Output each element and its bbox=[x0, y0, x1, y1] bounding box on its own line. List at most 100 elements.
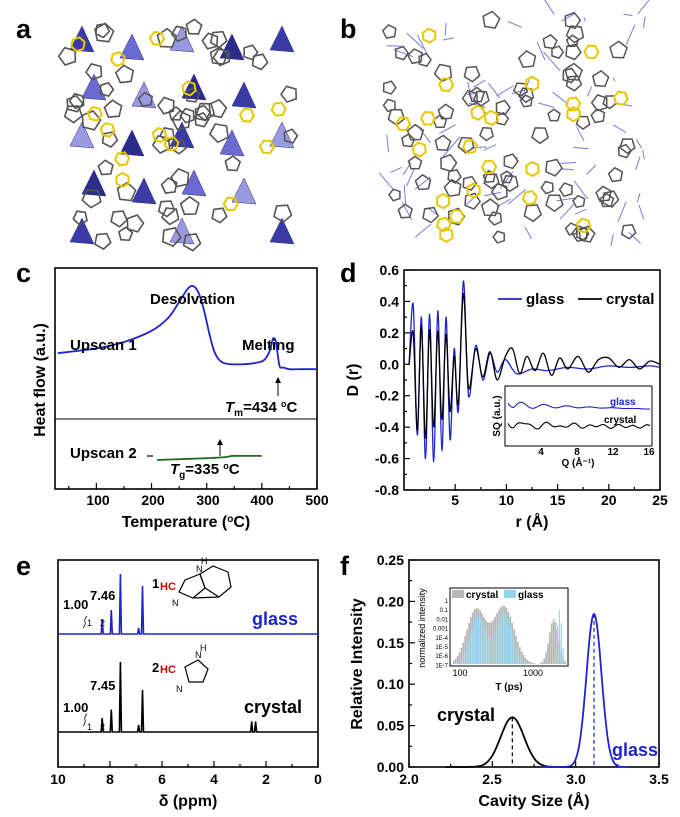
benzimidazolate-ring bbox=[462, 138, 479, 155]
chart-c: 100 200 300 400 500 Temperature (oC) Hea… bbox=[32, 267, 329, 531]
imidazolate-ring bbox=[602, 190, 620, 208]
imidazolate-ring bbox=[531, 127, 549, 145]
chart-d-xtick-labels: 5 10 15 20 25 bbox=[451, 492, 668, 508]
imidazole-nh: N bbox=[195, 650, 202, 660]
chart-f-inset-ytick-label: 1E-6 bbox=[435, 654, 448, 660]
imidazolate-ring bbox=[480, 198, 500, 217]
chart-f-inset-bar-glass bbox=[464, 652, 466, 664]
imidazolate-ring bbox=[565, 34, 580, 48]
zn-bond bbox=[507, 21, 523, 28]
zn-tetrahedron bbox=[219, 33, 245, 61]
zn-bond bbox=[466, 93, 475, 95]
chart-f-inset-bar-glass bbox=[504, 612, 506, 664]
chart-e-crystal-int2: 7.45 bbox=[90, 678, 115, 693]
chart-f-inset-bar-crystal bbox=[518, 646, 521, 664]
imidazolate-ring bbox=[161, 226, 182, 248]
zn-tetrahedron bbox=[269, 121, 295, 149]
panel-label-a: a bbox=[16, 14, 32, 44]
chart-e: 10 8 6 4 2 0 δ (ppm) glass crystal 7.46 … bbox=[50, 556, 322, 810]
chart-f-inset-bar-glass bbox=[557, 625, 559, 664]
chart-f-inset-bar-glass bbox=[517, 653, 519, 664]
chart-f-ytick-label: 0.10 bbox=[377, 676, 404, 692]
benzimidazolate-ring bbox=[566, 106, 581, 123]
benzimidazolate-ring bbox=[521, 189, 538, 206]
benzimidazole-nh: N bbox=[196, 564, 203, 574]
zn-bond bbox=[635, 156, 641, 170]
chart-f-inset-bar-crystal bbox=[547, 643, 549, 664]
chart-f-ylabel: Relative Intensity bbox=[349, 598, 366, 730]
zn-bond bbox=[414, 223, 432, 238]
imidazolate-ring bbox=[224, 155, 242, 172]
chart-f-inset-legend-glass: glass bbox=[518, 590, 544, 601]
chart-f-inset-bar-crystal bbox=[552, 619, 555, 664]
imidazolate-ring bbox=[595, 185, 612, 202]
zn-bond bbox=[586, 86, 593, 97]
chart-f-inset-legend-crystal-swatch bbox=[452, 590, 464, 598]
zn-tetrahedron bbox=[231, 177, 257, 205]
imidazolate-ring bbox=[63, 105, 83, 124]
panel-label-e: e bbox=[16, 551, 31, 581]
imidazolate-ring bbox=[160, 177, 178, 194]
zn-tetrahedron bbox=[181, 169, 207, 197]
imidazolate-ring bbox=[280, 85, 298, 104]
benzimidazolate-ring bbox=[70, 36, 86, 53]
zn-tetrahedron bbox=[119, 129, 145, 157]
imidazolate-ring bbox=[194, 111, 210, 128]
benzimidazole-number: 1 bbox=[152, 576, 159, 591]
imidazolate-ring bbox=[406, 48, 423, 65]
zn-tetrahedron bbox=[69, 217, 95, 245]
imidazolate-ring bbox=[81, 188, 102, 209]
imidazolate-ring bbox=[545, 194, 564, 213]
imidazolate-ring bbox=[434, 134, 452, 151]
imidazolate-ring bbox=[523, 204, 543, 223]
benzimidazole-n: N bbox=[172, 598, 179, 608]
chart-c-tm-arrowhead bbox=[275, 377, 281, 383]
zn-bond bbox=[556, 197, 576, 202]
imidazolate-ring bbox=[564, 222, 579, 236]
glass-structure-image bbox=[378, 0, 650, 246]
zn-bond bbox=[574, 208, 587, 215]
benzimidazolate-ring bbox=[435, 192, 451, 210]
benzimidazolate-ring bbox=[181, 80, 197, 97]
imidazolate-ring bbox=[114, 64, 135, 84]
imidazolate-ring bbox=[433, 63, 453, 83]
chart-f-inset-xlabel: T (ps) bbox=[495, 682, 522, 693]
zn-bond bbox=[524, 226, 533, 240]
chart-f-inset-bar-glass bbox=[496, 625, 498, 664]
imidazolate-ring bbox=[170, 25, 188, 43]
imidazolate-ring bbox=[72, 210, 88, 226]
zn-tetrahedron bbox=[131, 177, 157, 205]
chart-f-inset-bar-glass bbox=[524, 662, 526, 664]
benzimidazolate-ring bbox=[411, 141, 427, 158]
imidazole-n: N bbox=[176, 684, 183, 694]
imidazolate-ring bbox=[547, 108, 561, 122]
chart-d-ytick-label: 0.4 bbox=[380, 293, 400, 309]
chart-f-inset-bar-glass bbox=[489, 637, 491, 664]
zn-bond bbox=[610, 234, 614, 246]
chart-e-integral-mark bbox=[82, 615, 88, 629]
chart-f-inset-bar-crystal bbox=[543, 658, 546, 664]
imidazolate-ring bbox=[68, 92, 85, 110]
chart-d-series-crystal bbox=[408, 292, 661, 439]
zn-tetrahedron bbox=[269, 25, 295, 53]
imidazolate-ring bbox=[519, 94, 533, 108]
chart-f-xtick-2: 2.0 bbox=[399, 771, 419, 787]
chart-f-inset-ytick-label: 0.1 bbox=[440, 608, 449, 614]
imidazolate-ring bbox=[572, 194, 586, 209]
zn-bond bbox=[406, 32, 424, 49]
benzimidazolate-ring bbox=[86, 105, 103, 122]
chart-f-inset-bar-crystal bbox=[554, 622, 557, 664]
benzimidazolate-ring bbox=[435, 216, 452, 233]
imidazolate-ring bbox=[57, 46, 77, 66]
chart-e-xtick-8: 8 bbox=[106, 771, 114, 787]
imidazolate-ring bbox=[512, 82, 529, 98]
chart-d-ytick-label: -0.8 bbox=[375, 482, 399, 498]
chart-f-inset-bar-glass bbox=[462, 656, 464, 664]
chart-c-ticks bbox=[68, 483, 318, 489]
benzimidazolate-ring bbox=[258, 139, 276, 155]
chart-e-crystal-p2: 2 bbox=[100, 722, 105, 732]
imidazolate-ring bbox=[414, 173, 432, 191]
chart-e-ticks bbox=[57, 615, 319, 767]
chart-d-inset-xlabel: Q (Å⁻¹) bbox=[561, 456, 594, 469]
